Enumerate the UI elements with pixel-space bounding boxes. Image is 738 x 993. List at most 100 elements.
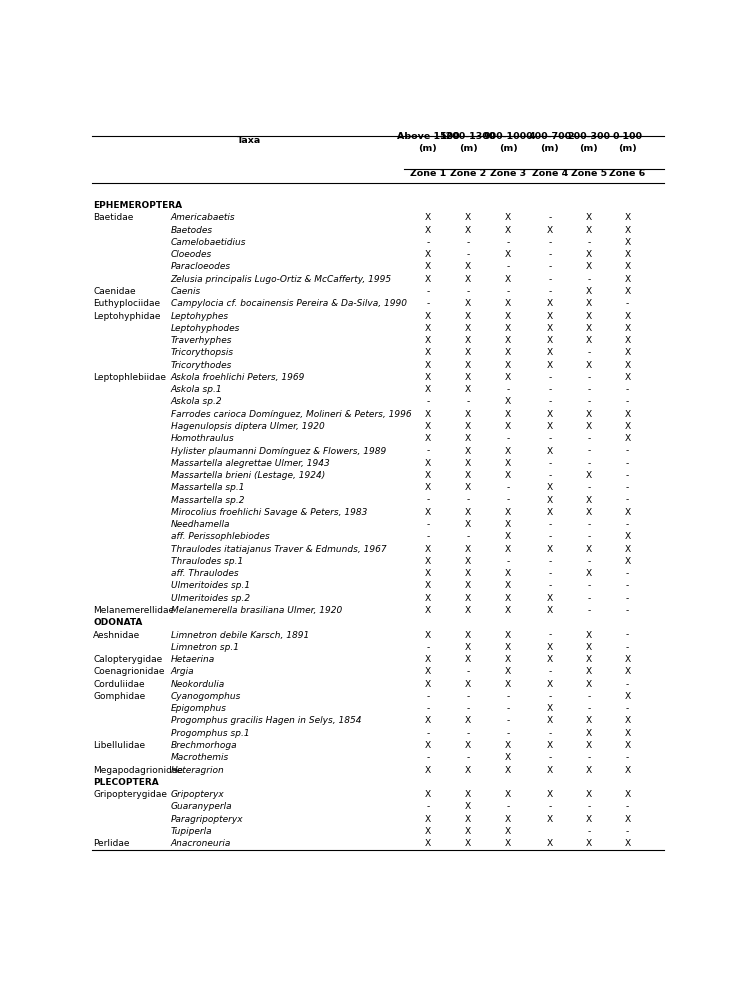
Text: X: X <box>624 213 631 222</box>
Text: -: - <box>587 692 590 701</box>
Text: X: X <box>547 704 553 713</box>
Text: X: X <box>465 642 471 651</box>
Text: X: X <box>465 827 471 836</box>
Text: X: X <box>505 766 511 775</box>
Text: Zone 6: Zone 6 <box>610 170 646 179</box>
Text: X: X <box>624 667 631 676</box>
Text: X: X <box>586 766 592 775</box>
Text: -: - <box>626 484 630 493</box>
Text: -: - <box>548 275 551 284</box>
Text: X: X <box>425 545 431 554</box>
Text: X: X <box>586 410 592 419</box>
Text: X: X <box>505 410 511 419</box>
Text: -: - <box>587 582 590 591</box>
Text: -: - <box>548 262 551 271</box>
Text: -: - <box>466 704 469 713</box>
Text: -: - <box>626 704 630 713</box>
Text: X: X <box>505 569 511 578</box>
Text: X: X <box>465 324 471 333</box>
Text: -: - <box>587 557 590 566</box>
Text: X: X <box>586 642 592 651</box>
Text: -: - <box>506 704 510 713</box>
Text: -: - <box>587 349 590 357</box>
Text: X: X <box>465 507 471 517</box>
Text: Hetaerina: Hetaerina <box>170 655 215 664</box>
Text: Aeshnidae: Aeshnidae <box>94 631 141 639</box>
Text: -: - <box>587 238 590 247</box>
Text: X: X <box>465 275 471 284</box>
Text: X: X <box>624 766 631 775</box>
Text: -: - <box>587 397 590 406</box>
Text: -: - <box>506 484 510 493</box>
Text: X: X <box>425 324 431 333</box>
Text: Ulmeritoides sp.1: Ulmeritoides sp.1 <box>170 582 249 591</box>
Text: -: - <box>587 484 590 493</box>
Text: -: - <box>626 471 630 480</box>
Text: Hylister plaumanni Domínguez & Flowers, 1989: Hylister plaumanni Domínguez & Flowers, … <box>170 447 386 456</box>
Text: Gomphidae: Gomphidae <box>94 692 145 701</box>
Text: X: X <box>547 814 553 823</box>
Text: X: X <box>465 545 471 554</box>
Text: X: X <box>547 496 553 504</box>
Text: X: X <box>547 484 553 493</box>
Text: Zone 5: Zone 5 <box>570 170 607 179</box>
Text: -: - <box>626 520 630 529</box>
Text: X: X <box>425 790 431 799</box>
Text: Gripopteryx: Gripopteryx <box>170 790 224 799</box>
Text: Perlidae: Perlidae <box>94 839 130 848</box>
Text: X: X <box>547 507 553 517</box>
Text: X: X <box>624 434 631 443</box>
Text: Macrothemis: Macrothemis <box>170 754 229 763</box>
Text: X: X <box>465 484 471 493</box>
Text: -: - <box>587 434 590 443</box>
Text: X: X <box>425 385 431 394</box>
Text: Limnetron debile Karsch, 1891: Limnetron debile Karsch, 1891 <box>170 631 309 639</box>
Text: X: X <box>586 790 592 799</box>
Text: Melanemerella brasiliana Ulmer, 1920: Melanemerella brasiliana Ulmer, 1920 <box>170 606 342 615</box>
Text: X: X <box>586 814 592 823</box>
Text: X: X <box>425 655 431 664</box>
Text: X: X <box>425 459 431 468</box>
Text: X: X <box>624 262 631 271</box>
Text: X: X <box>586 496 592 504</box>
Text: X: X <box>586 631 592 639</box>
Text: -: - <box>427 704 430 713</box>
Text: X: X <box>547 324 553 333</box>
Text: X: X <box>586 471 592 480</box>
Text: X: X <box>465 790 471 799</box>
Text: X: X <box>505 336 511 345</box>
Text: X: X <box>586 741 592 750</box>
Text: Americabaetis: Americabaetis <box>170 213 235 222</box>
Text: -: - <box>626 594 630 603</box>
Text: -: - <box>587 532 590 541</box>
Text: X: X <box>505 679 511 689</box>
Text: Cloeodes: Cloeodes <box>170 250 212 259</box>
Text: -: - <box>506 287 510 296</box>
Text: Baetodes: Baetodes <box>170 225 213 234</box>
Text: -: - <box>466 238 469 247</box>
Text: X: X <box>624 507 631 517</box>
Text: Leptohyphodes: Leptohyphodes <box>170 324 240 333</box>
Text: X: X <box>624 324 631 333</box>
Text: PLECOPTERA: PLECOPTERA <box>94 778 159 786</box>
Text: Libellulidae: Libellulidae <box>94 741 145 750</box>
Text: X: X <box>547 790 553 799</box>
Text: -: - <box>548 532 551 541</box>
Text: -: - <box>427 642 430 651</box>
Text: X: X <box>505 312 511 321</box>
Text: X: X <box>465 606 471 615</box>
Text: aff. Perissophlebiodes: aff. Perissophlebiodes <box>170 532 269 541</box>
Text: Heteragrion: Heteragrion <box>170 766 224 775</box>
Text: -: - <box>548 582 551 591</box>
Text: Progomphus sp.1: Progomphus sp.1 <box>170 729 249 738</box>
Text: Massartella brieni (Lestage, 1924): Massartella brieni (Lestage, 1924) <box>170 471 325 480</box>
Text: 0-100
(m): 0-100 (m) <box>613 132 643 153</box>
Text: -: - <box>427 238 430 247</box>
Text: X: X <box>547 655 553 664</box>
Text: Paracloeodes: Paracloeodes <box>170 262 231 271</box>
Text: X: X <box>425 250 431 259</box>
Text: X: X <box>425 372 431 382</box>
Text: -: - <box>626 754 630 763</box>
Text: -: - <box>548 459 551 468</box>
Text: Zelusia principalis Lugo-Ortiz & McCafferty, 1995: Zelusia principalis Lugo-Ortiz & McCaffe… <box>170 275 392 284</box>
